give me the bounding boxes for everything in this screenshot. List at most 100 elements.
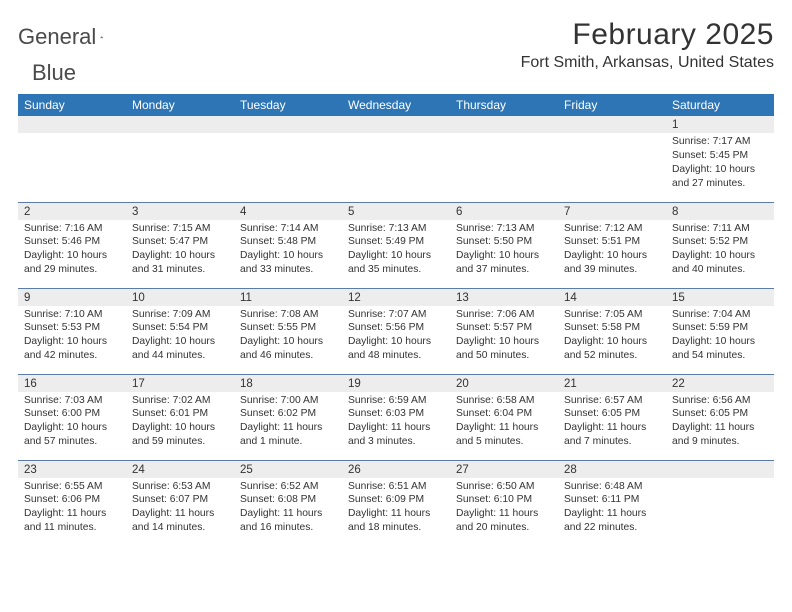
daylight-text: Daylight: 10 hours and 59 minutes. — [132, 421, 228, 449]
sunset-text: Sunset: 6:09 PM — [348, 493, 444, 507]
day-content: Sunrise: 7:17 AMSunset: 5:45 PMDaylight:… — [666, 133, 774, 195]
weekday-header: Monday — [126, 94, 234, 116]
day-number: 9 — [18, 289, 126, 306]
daylight-text: Daylight: 10 hours and 54 minutes. — [672, 335, 768, 363]
sunrise-text: Sunrise: 6:48 AM — [564, 480, 660, 494]
day-content: Sunrise: 7:00 AMSunset: 6:02 PMDaylight:… — [234, 392, 342, 454]
calendar-cell: 26Sunrise: 6:51 AMSunset: 6:09 PMDayligh… — [342, 460, 450, 546]
calendar-cell: 10Sunrise: 7:09 AMSunset: 5:54 PMDayligh… — [126, 288, 234, 374]
calendar-cell: 13Sunrise: 7:06 AMSunset: 5:57 PMDayligh… — [450, 288, 558, 374]
calendar-cell: 27Sunrise: 6:50 AMSunset: 6:10 PMDayligh… — [450, 460, 558, 546]
sunrise-text: Sunrise: 7:11 AM — [672, 222, 768, 236]
sunset-text: Sunset: 6:05 PM — [564, 407, 660, 421]
day-number: 25 — [234, 461, 342, 478]
weekday-header: Friday — [558, 94, 666, 116]
daylight-text: Daylight: 10 hours and 37 minutes. — [456, 249, 552, 277]
day-number — [234, 116, 342, 133]
day-content — [342, 133, 450, 139]
daylight-text: Daylight: 10 hours and 44 minutes. — [132, 335, 228, 363]
day-content: Sunrise: 6:55 AMSunset: 6:06 PMDaylight:… — [18, 478, 126, 540]
weekday-header: Thursday — [450, 94, 558, 116]
day-number: 20 — [450, 375, 558, 392]
day-number — [558, 116, 666, 133]
calendar-table: SundayMondayTuesdayWednesdayThursdayFrid… — [18, 94, 774, 546]
brand-logo: General — [18, 18, 122, 50]
sunrise-text: Sunrise: 7:06 AM — [456, 308, 552, 322]
weekday-header: Saturday — [666, 94, 774, 116]
sunrise-text: Sunrise: 7:07 AM — [348, 308, 444, 322]
sunset-text: Sunset: 5:46 PM — [24, 235, 120, 249]
sunrise-text: Sunrise: 6:53 AM — [132, 480, 228, 494]
day-content — [666, 478, 774, 484]
day-content: Sunrise: 7:07 AMSunset: 5:56 PMDaylight:… — [342, 306, 450, 368]
sunset-text: Sunset: 6:00 PM — [24, 407, 120, 421]
day-content — [234, 133, 342, 139]
day-content: Sunrise: 7:05 AMSunset: 5:58 PMDaylight:… — [558, 306, 666, 368]
day-content: Sunrise: 7:06 AMSunset: 5:57 PMDaylight:… — [450, 306, 558, 368]
day-content — [558, 133, 666, 139]
day-content: Sunrise: 6:57 AMSunset: 6:05 PMDaylight:… — [558, 392, 666, 454]
day-content: Sunrise: 7:14 AMSunset: 5:48 PMDaylight:… — [234, 220, 342, 282]
sunrise-text: Sunrise: 6:56 AM — [672, 394, 768, 408]
calendar-cell — [342, 116, 450, 202]
day-number: 28 — [558, 461, 666, 478]
sunrise-text: Sunrise: 7:02 AM — [132, 394, 228, 408]
day-content: Sunrise: 6:52 AMSunset: 6:08 PMDaylight:… — [234, 478, 342, 540]
day-number: 12 — [342, 289, 450, 306]
sunrise-text: Sunrise: 6:50 AM — [456, 480, 552, 494]
daylight-text: Daylight: 11 hours and 22 minutes. — [564, 507, 660, 535]
daylight-text: Daylight: 10 hours and 48 minutes. — [348, 335, 444, 363]
title-block: February 2025 Fort Smith, Arkansas, Unit… — [521, 18, 774, 72]
sunset-text: Sunset: 5:53 PM — [24, 321, 120, 335]
calendar-cell: 23Sunrise: 6:55 AMSunset: 6:06 PMDayligh… — [18, 460, 126, 546]
sunset-text: Sunset: 6:02 PM — [240, 407, 336, 421]
day-content: Sunrise: 7:11 AMSunset: 5:52 PMDaylight:… — [666, 220, 774, 282]
day-content: Sunrise: 6:59 AMSunset: 6:03 PMDaylight:… — [342, 392, 450, 454]
day-content: Sunrise: 7:04 AMSunset: 5:59 PMDaylight:… — [666, 306, 774, 368]
sunset-text: Sunset: 5:48 PM — [240, 235, 336, 249]
day-number: 10 — [126, 289, 234, 306]
calendar-cell — [558, 116, 666, 202]
daylight-text: Daylight: 10 hours and 50 minutes. — [456, 335, 552, 363]
daylight-text: Daylight: 10 hours and 29 minutes. — [24, 249, 120, 277]
day-number: 5 — [342, 203, 450, 220]
sunrise-text: Sunrise: 6:58 AM — [456, 394, 552, 408]
day-content: Sunrise: 7:09 AMSunset: 5:54 PMDaylight:… — [126, 306, 234, 368]
daylight-text: Daylight: 10 hours and 42 minutes. — [24, 335, 120, 363]
calendar-cell: 21Sunrise: 6:57 AMSunset: 6:05 PMDayligh… — [558, 374, 666, 460]
day-content: Sunrise: 7:15 AMSunset: 5:47 PMDaylight:… — [126, 220, 234, 282]
day-number: 6 — [450, 203, 558, 220]
calendar-week-row: 16Sunrise: 7:03 AMSunset: 6:00 PMDayligh… — [18, 374, 774, 460]
day-number: 2 — [18, 203, 126, 220]
sunset-text: Sunset: 5:59 PM — [672, 321, 768, 335]
sunrise-text: Sunrise: 6:59 AM — [348, 394, 444, 408]
sunset-text: Sunset: 5:55 PM — [240, 321, 336, 335]
day-number: 15 — [666, 289, 774, 306]
day-number — [126, 116, 234, 133]
sunset-text: Sunset: 6:06 PM — [24, 493, 120, 507]
calendar-cell: 20Sunrise: 6:58 AMSunset: 6:04 PMDayligh… — [450, 374, 558, 460]
day-number: 22 — [666, 375, 774, 392]
sunrise-text: Sunrise: 7:03 AM — [24, 394, 120, 408]
day-number: 13 — [450, 289, 558, 306]
day-number: 24 — [126, 461, 234, 478]
day-number: 14 — [558, 289, 666, 306]
daylight-text: Daylight: 10 hours and 27 minutes. — [672, 163, 768, 191]
day-content: Sunrise: 7:08 AMSunset: 5:55 PMDaylight:… — [234, 306, 342, 368]
day-content: Sunrise: 6:53 AMSunset: 6:07 PMDaylight:… — [126, 478, 234, 540]
day-number: 19 — [342, 375, 450, 392]
calendar-cell: 12Sunrise: 7:07 AMSunset: 5:56 PMDayligh… — [342, 288, 450, 374]
sunrise-text: Sunrise: 7:13 AM — [348, 222, 444, 236]
sunrise-text: Sunrise: 7:17 AM — [672, 135, 768, 149]
daylight-text: Daylight: 10 hours and 33 minutes. — [240, 249, 336, 277]
month-title: February 2025 — [521, 18, 774, 52]
sunset-text: Sunset: 6:01 PM — [132, 407, 228, 421]
weekday-header: Wednesday — [342, 94, 450, 116]
day-number: 27 — [450, 461, 558, 478]
sunset-text: Sunset: 5:47 PM — [132, 235, 228, 249]
sunset-text: Sunset: 6:03 PM — [348, 407, 444, 421]
day-number: 7 — [558, 203, 666, 220]
day-content: Sunrise: 7:02 AMSunset: 6:01 PMDaylight:… — [126, 392, 234, 454]
daylight-text: Daylight: 11 hours and 1 minute. — [240, 421, 336, 449]
sunset-text: Sunset: 5:52 PM — [672, 235, 768, 249]
